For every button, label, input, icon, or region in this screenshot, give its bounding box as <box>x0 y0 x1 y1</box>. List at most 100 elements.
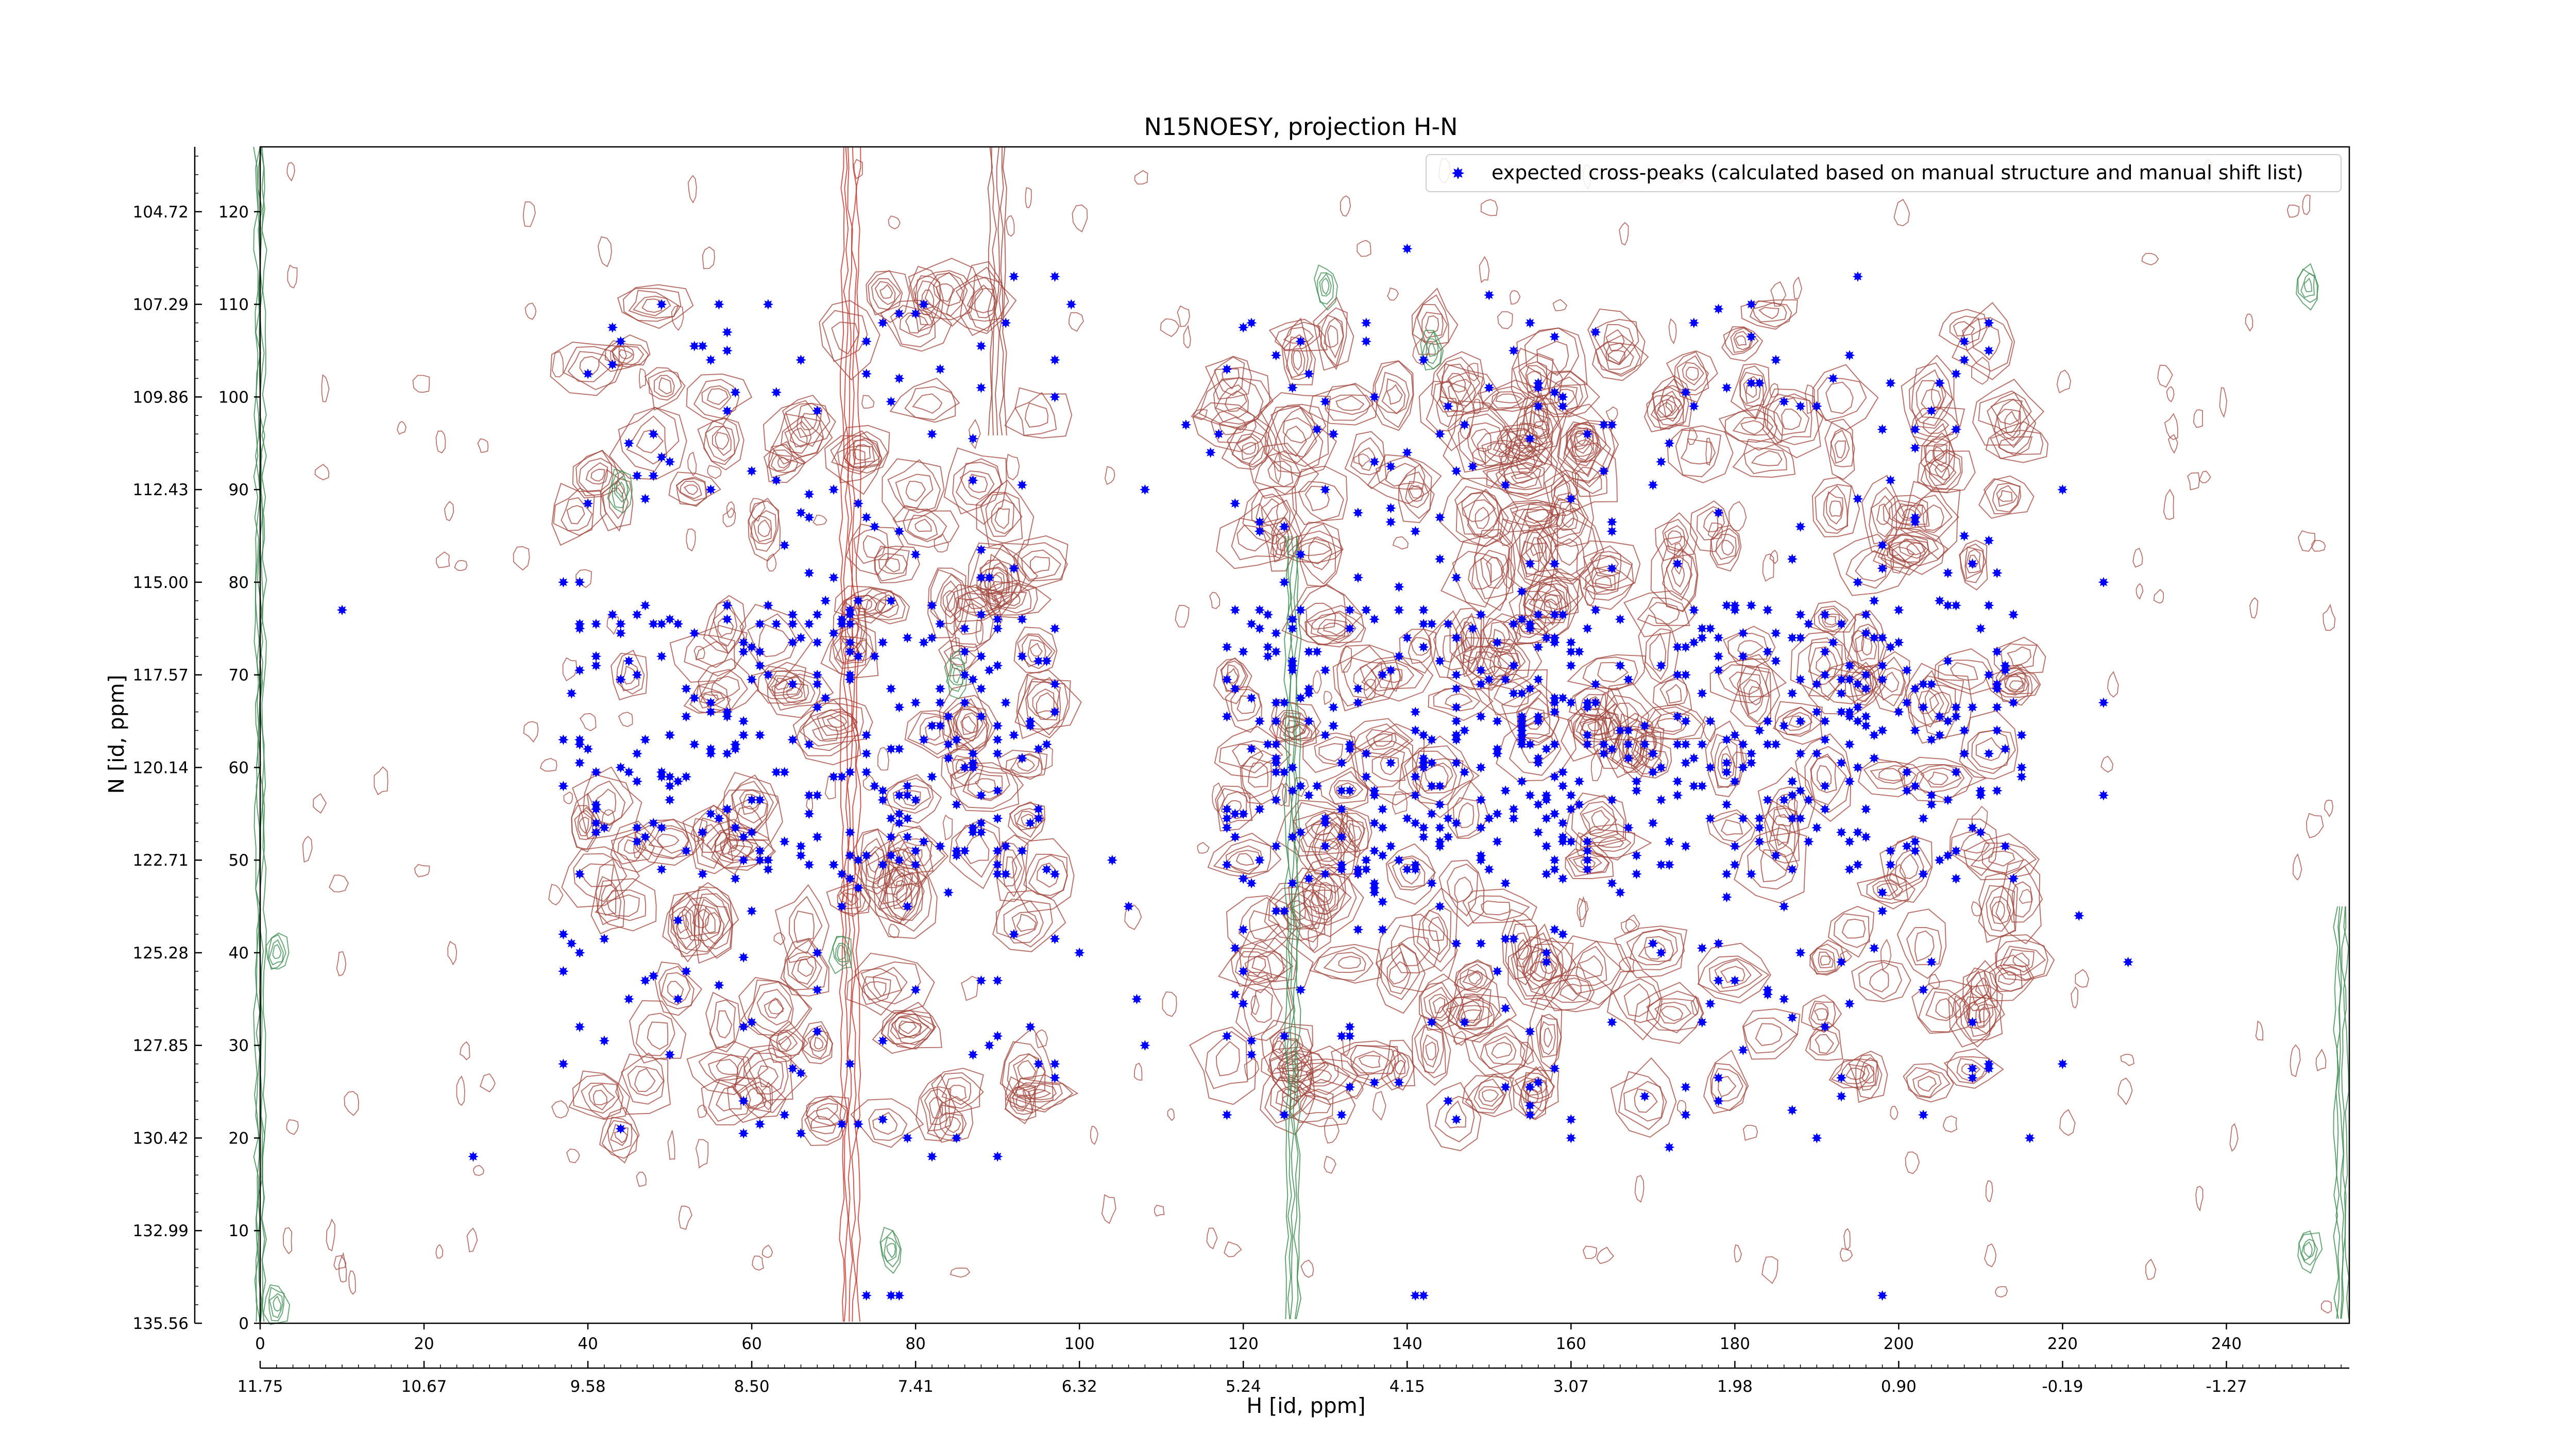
contour-line <box>1667 425 1734 483</box>
cross-peak-marker <box>1549 739 1560 750</box>
contour-line <box>1825 381 1854 414</box>
contour-line <box>1720 819 1743 836</box>
contour-line <box>1918 690 1939 714</box>
cross-peak-marker <box>1246 878 1257 889</box>
contour-line <box>1578 955 1603 980</box>
contour-line <box>1580 801 1619 839</box>
cross-peak-marker <box>1820 609 1831 620</box>
cross-peak-marker <box>1385 516 1396 528</box>
contour-line <box>1569 426 1594 454</box>
cross-peak-marker <box>1778 720 1790 731</box>
contour-line <box>938 640 981 677</box>
contour-line <box>1353 453 1371 467</box>
contour-line <box>1312 669 1322 694</box>
contour-line <box>868 269 903 316</box>
cross-peak-marker <box>1377 924 1388 935</box>
contour-line <box>1323 952 1366 973</box>
cross-peak-marker <box>1443 618 1454 630</box>
contour-line <box>698 1051 752 1089</box>
contour-line <box>268 939 284 966</box>
cross-peak-marker <box>1738 628 1749 639</box>
contour-line <box>460 1041 470 1060</box>
cross-peak-marker <box>1655 762 1667 773</box>
contour-line <box>1872 534 1930 576</box>
cross-peak-marker <box>1877 540 1888 551</box>
contour-line <box>693 886 733 964</box>
cross-peak-marker <box>1394 604 1404 616</box>
contour-line <box>566 1148 580 1164</box>
contour-line <box>832 636 867 669</box>
contour-line <box>1762 393 1824 445</box>
cross-peak-marker <box>1984 535 1994 546</box>
contour-streak <box>987 146 994 436</box>
cross-peak-marker <box>1238 966 1249 977</box>
contour-line <box>2187 472 2200 491</box>
contour-line <box>1461 492 1496 523</box>
contour-line <box>1027 1089 1052 1099</box>
contour-line <box>1227 667 1239 684</box>
contour-line <box>959 470 995 500</box>
contour-line <box>286 162 295 182</box>
cross-peak-marker <box>664 771 675 782</box>
cross-peak-marker <box>1541 790 1552 801</box>
contour-line <box>1213 658 1252 704</box>
cross-peak-marker <box>640 734 651 745</box>
cross-peak-marker <box>1344 785 1355 796</box>
contour-line <box>1521 937 1577 990</box>
contour-line <box>374 766 388 796</box>
contour-line <box>1899 538 1929 559</box>
cross-peak-marker <box>1836 757 1847 768</box>
contour-line <box>866 271 910 323</box>
contour-line <box>662 892 705 963</box>
x-index-tick-label: 60 <box>741 1335 761 1353</box>
cross-peak-marker <box>1566 836 1577 847</box>
contour-line <box>1482 1089 1499 1102</box>
contour-line <box>2315 1049 2327 1072</box>
contour-line <box>480 1073 496 1092</box>
cross-peak-marker <box>1787 688 1798 699</box>
contour-line <box>1207 832 1282 879</box>
contour-line <box>636 1171 647 1187</box>
contour-line <box>454 560 468 571</box>
contour-line <box>1541 479 1595 547</box>
cross-peak-marker <box>894 308 905 319</box>
contour-line <box>477 438 489 453</box>
contour-line <box>1660 1006 1684 1021</box>
cross-peak-marker <box>877 1035 888 1046</box>
contour-line <box>1516 454 1536 475</box>
cross-peak-marker <box>1246 1035 1257 1046</box>
cross-peak-marker <box>1410 1290 1421 1301</box>
contour-line <box>1274 451 1281 484</box>
cross-peak-marker <box>1352 507 1364 518</box>
cross-peak-marker <box>779 836 790 847</box>
contour-line <box>1405 481 1430 509</box>
cross-peak-marker <box>1582 739 1593 750</box>
cross-peak-marker <box>1934 595 1945 606</box>
contour-line <box>1831 1059 1875 1090</box>
contour-line <box>1467 422 1503 464</box>
contour-line <box>952 458 1002 515</box>
contour-line <box>1737 640 1764 656</box>
contour-line <box>805 1095 846 1126</box>
cross-peak-marker <box>1410 526 1421 537</box>
cross-peak-marker <box>1582 429 1593 440</box>
contour-line <box>878 553 908 575</box>
cross-peak-marker <box>1811 679 1822 689</box>
cross-peak-marker <box>1270 350 1282 361</box>
cross-peak-marker <box>2057 484 2068 495</box>
cross-peak-marker <box>1279 697 1290 708</box>
contour-line <box>960 975 979 1001</box>
cross-peak-marker <box>1426 757 1437 768</box>
contour-line <box>1680 438 1716 465</box>
contour-line <box>860 838 885 885</box>
cross-peak-marker <box>754 845 766 856</box>
contour-line <box>913 275 941 326</box>
cross-peak-marker <box>1770 655 1782 666</box>
contour-line <box>1998 436 2033 454</box>
cross-peak-marker <box>672 993 684 1005</box>
cross-peak-marker <box>1385 502 1396 514</box>
contour-line <box>1462 654 1479 678</box>
contour-line <box>1460 964 1488 991</box>
contour-line <box>769 1029 805 1058</box>
cross-peak-marker <box>1885 642 1896 652</box>
